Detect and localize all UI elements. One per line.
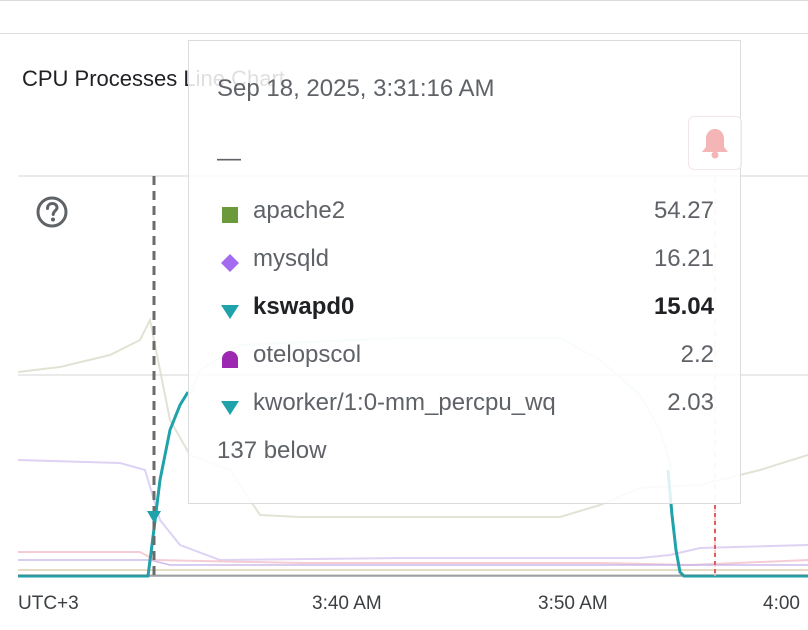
alert-bell-button[interactable] (688, 116, 742, 170)
series-value: 15.04 (653, 293, 714, 320)
x-tick-label: 3:50 AM (538, 593, 608, 614)
series-value: 16.21 (653, 245, 714, 272)
triangle-marker-icon (221, 299, 239, 319)
tooltip-series-row: apache2 54.27 (217, 195, 714, 229)
tooltip-dash: — (217, 145, 241, 172)
tooltip-timestamp: Sep 18, 2025, 3:31:16 AM (217, 75, 495, 102)
series-name: kworker/1:0-mm_percpu_wq (253, 389, 556, 416)
series-line-background-4 (18, 559, 808, 566)
diamond-marker-icon (221, 251, 239, 272)
series-value: 2.2 (680, 341, 714, 368)
x-axis-timezone-label: UTC+3 (18, 593, 79, 614)
series-line-kswapd0 (18, 391, 190, 578)
tooltip-series-row: mysqld 16.21 (217, 243, 714, 277)
hover-point-marker (147, 511, 161, 523)
tooltip-series-row-highlighted: kswapd0 15.04 (217, 291, 714, 325)
series-value: 2.03 (667, 389, 714, 416)
bell-icon (702, 129, 728, 159)
x-tick-label: 4:00 (763, 593, 800, 614)
tooltip-series-row: kworker/1:0-mm_percpu_wq 2.03 (217, 387, 714, 421)
series-name: kswapd0 (253, 293, 355, 320)
hover-tooltip: Sep 18, 2025, 3:31:16 AM — apache2 54.27… (188, 40, 741, 504)
dome-marker-icon (221, 347, 239, 368)
x-tick-label: 3:40 AM (312, 593, 382, 614)
series-line-background-2 (17, 459, 808, 562)
series-line-kswapd0-tail (666, 469, 808, 578)
series-name: otelopscol (253, 341, 362, 368)
series-name: apache2 (253, 197, 346, 224)
square-marker-icon (221, 203, 239, 223)
series-value: 54.27 (653, 197, 714, 224)
triangle-marker-icon (221, 395, 239, 415)
help-circle-icon[interactable] (36, 196, 68, 228)
tooltip-series-row: otelopscol 2.2 (217, 339, 714, 373)
series-name: mysqld (253, 245, 330, 272)
top-toolbar (0, 0, 808, 34)
tooltip-more-count: 137 below (217, 437, 327, 464)
